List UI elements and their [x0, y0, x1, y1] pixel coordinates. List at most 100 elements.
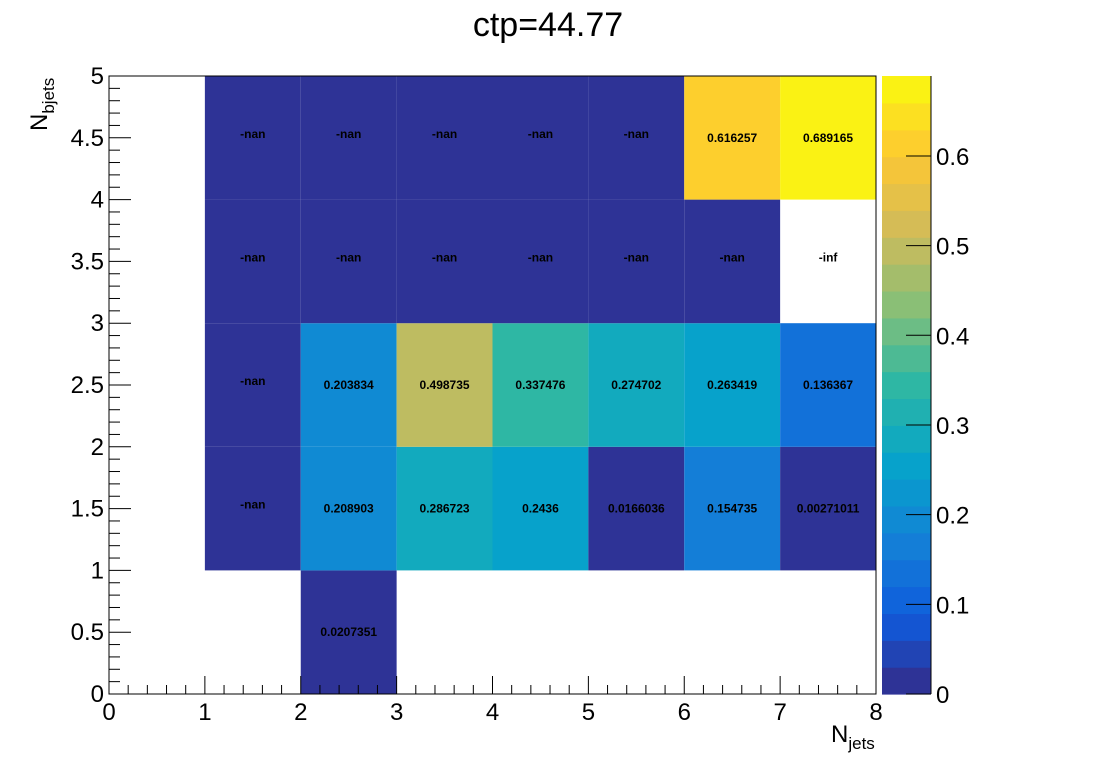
heatmap-cell	[396, 446, 493, 571]
color-scale-band	[882, 398, 931, 426]
heatmap-cell	[684, 199, 781, 324]
color-scale-band	[882, 183, 931, 211]
x-axis: 0 1 2 3 4 5 6 7 8	[102, 676, 883, 726]
color-scale-band	[882, 317, 931, 346]
color-scale-tick-label: 0.4	[936, 323, 969, 350]
cell-value-label: 0.154735	[707, 502, 757, 516]
cell-value-label: 0.263419	[707, 378, 757, 392]
heatmap-cell	[396, 76, 493, 200]
x-tick-label: 3	[390, 699, 403, 726]
heatmap-cell	[300, 446, 397, 571]
heatmap-cell	[492, 76, 589, 200]
y-tick-label: 4.5	[71, 125, 104, 152]
heatmap-cell	[300, 76, 397, 200]
heatmap-cell	[492, 199, 589, 324]
color-scale-band	[882, 586, 931, 614]
y-tick-label: 4	[91, 187, 104, 214]
x-axis-label-main: N	[831, 721, 848, 748]
heatmap-cell	[684, 323, 781, 447]
color-scale-band	[882, 76, 931, 104]
heatmap-cell	[396, 323, 493, 447]
color-scale-band	[882, 371, 931, 400]
heatmap-cell	[204, 199, 301, 324]
heatmap-cell	[492, 446, 589, 571]
cell-value-label: -nan	[624, 127, 649, 141]
cell-value-label: -nan	[432, 250, 457, 264]
cell-value-label: -inf	[819, 250, 839, 264]
cell-value-label: 0.498735	[420, 378, 470, 392]
x-tick-label: 5	[582, 699, 595, 726]
y-tick-label: 0	[91, 681, 104, 708]
color-scale-band	[882, 532, 931, 561]
cell-value-label: 0.616257	[707, 131, 757, 145]
cell-value-label: 0.689165	[803, 131, 853, 145]
heatmap-cell	[300, 199, 397, 324]
cell-value-label: 0.337476	[515, 378, 565, 392]
color-scale-tick-label: 0.5	[936, 234, 969, 261]
color-scale-band	[882, 290, 931, 319]
cell-value-label: -nan	[528, 250, 553, 264]
color-scale-bar: 0 0.1 0.2 0.3 0.4 0.5 0.6	[882, 76, 969, 709]
x-axis-label-sub: jets	[847, 734, 874, 753]
y-tick-label: 3.5	[71, 248, 104, 275]
chart-title: ctp=44.77	[473, 6, 623, 44]
cell-value-label: -nan	[240, 127, 265, 141]
cell-value-label: -nan	[528, 127, 553, 141]
cell-value-label: -nan	[336, 127, 361, 141]
cell-value-labels: 0.0207351 -nan 0.208903 0.286723 0.2436 0.016…	[240, 127, 860, 639]
y-axis-label: Nbjets	[26, 78, 58, 131]
color-scale-band	[882, 559, 931, 588]
color-scale-tick-label: 0.6	[936, 144, 969, 171]
cell-value-label: 0.274702	[611, 378, 661, 392]
heatmap-cell	[204, 446, 301, 571]
color-scale-band	[882, 425, 931, 453]
y-tick-label: 1.5	[71, 496, 104, 523]
cell-value-label: 0.00271011	[797, 502, 860, 516]
heatmap-cell	[396, 199, 493, 324]
color-scale-tick-label: 0.2	[936, 503, 969, 530]
cell-value-label: 0.208903	[324, 502, 374, 516]
color-scale-band	[882, 505, 931, 534]
cell-value-label: 0.286723	[420, 502, 470, 516]
heatmap-cell	[204, 323, 301, 447]
color-scale-band	[882, 129, 931, 158]
y-tick-label: 2	[91, 434, 104, 461]
x-tick-label: 7	[773, 699, 786, 726]
heatmap-cell	[588, 323, 685, 447]
color-scale-band	[882, 613, 931, 641]
color-scale-tick-label: 0	[936, 682, 949, 709]
heatmap-cell	[684, 446, 781, 571]
y-tick-label: 3	[91, 310, 104, 337]
x-tick-label: 6	[678, 699, 691, 726]
y-axis: 0 0.5 1 1.5 2 2.5 3 3.5 4 4.5 5	[71, 63, 131, 708]
x-tick-label: 8	[869, 699, 882, 726]
y-tick-label: 5	[91, 63, 104, 90]
cell-value-label: 0.203834	[324, 378, 374, 392]
cell-value-label: -nan	[624, 250, 649, 264]
color-scale-band	[882, 237, 931, 265]
y-tick-label: 1	[91, 557, 104, 584]
cell-value-label: 0.0207351	[320, 625, 377, 639]
heatmap-cells	[204, 76, 876, 694]
y-tick-label: 0.5	[71, 619, 104, 646]
color-scale-band	[882, 344, 931, 373]
color-scale-tick-label: 0.1	[936, 592, 969, 619]
heatmap-cell	[780, 323, 876, 447]
cell-value-label: -nan	[240, 498, 265, 512]
heatmap-cell	[204, 76, 301, 200]
cell-value-label: -nan	[336, 250, 361, 264]
x-axis-label: Njets	[831, 721, 875, 753]
heatmap-cell	[588, 199, 685, 324]
color-scale-band	[882, 479, 931, 507]
cell-value-label: 0.136367	[803, 378, 853, 392]
heatmap-cell	[492, 323, 589, 447]
cell-value-label: 0.0166036	[608, 502, 665, 516]
x-tick-label: 2	[294, 699, 307, 726]
heatmap-cell	[588, 446, 685, 571]
cell-value-label: -nan	[240, 250, 265, 264]
heatmap-cell	[300, 323, 397, 447]
heatmap-cell	[684, 76, 781, 200]
y-tick-label: 2.5	[71, 372, 104, 399]
color-scale-band	[882, 210, 931, 238]
